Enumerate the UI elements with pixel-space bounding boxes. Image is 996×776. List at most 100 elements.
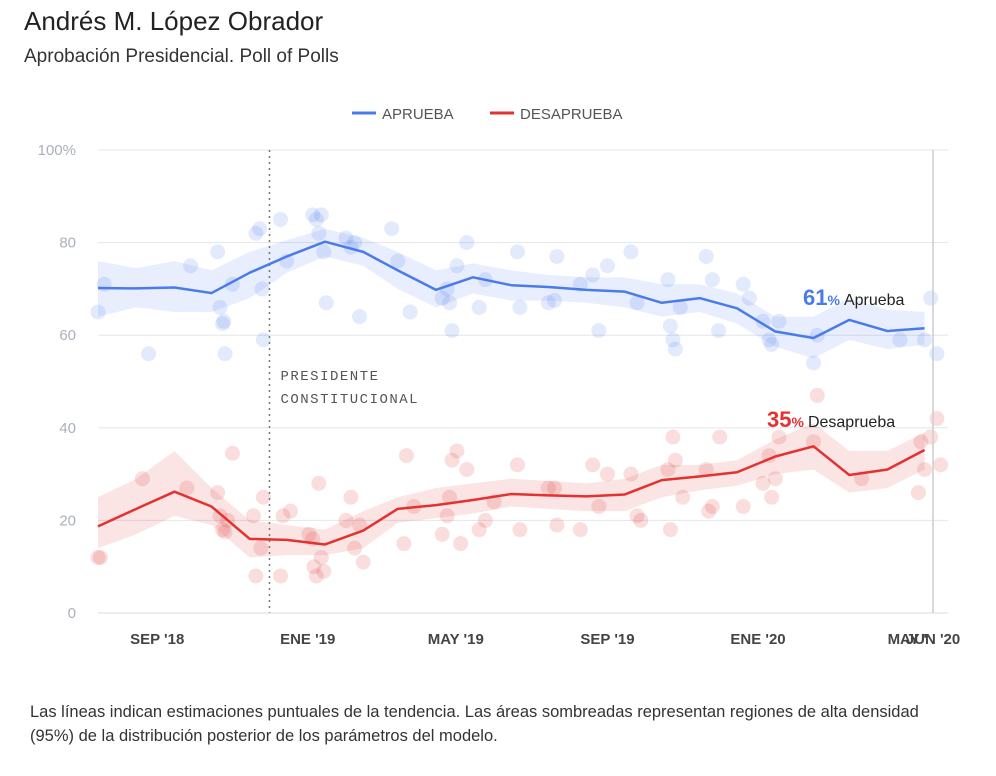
poll-point-desaprueba (509, 457, 525, 473)
poll-point-aprueba (540, 295, 556, 311)
poll-point-desaprueba (701, 503, 717, 519)
poll-point-desaprueba (275, 508, 291, 524)
poll-point-aprueba (313, 207, 329, 223)
poll-point-desaprueba (704, 499, 720, 515)
poll-point-aprueba (96, 276, 112, 292)
poll-point-aprueba (585, 267, 601, 283)
poll-point-aprueba (141, 346, 157, 362)
legend: APRUEBA DESAPRUEBA (352, 106, 623, 123)
poll-point-aprueba (347, 235, 363, 251)
band-aprueba (98, 228, 925, 359)
poll-point-desaprueba (355, 554, 371, 570)
poll-point-desaprueba (442, 489, 458, 505)
poll-point-desaprueba (273, 568, 289, 584)
poll-point-aprueba (215, 316, 231, 332)
legend-label-aprueba: APRUEBA (382, 106, 454, 123)
y-tick-label: 0 (68, 605, 76, 622)
x-tick-label: MAY ' (888, 631, 927, 648)
chart-title: Andrés M. López Obrador (24, 6, 324, 36)
x-tick-label: JUN '20 (906, 631, 960, 648)
end-label-desaprueba: 35% Desaprueba (767, 407, 895, 432)
poll-point-aprueba (402, 304, 418, 320)
poll-point-desaprueba (549, 517, 565, 533)
poll-point-aprueba (623, 244, 639, 260)
poll-point-aprueba (183, 258, 199, 274)
poll-point-aprueba (343, 239, 359, 255)
poll-point-desaprueba (398, 448, 414, 464)
poll-point-desaprueba (308, 568, 324, 584)
poll-point-desaprueba (929, 411, 945, 427)
poll-point-desaprueba (913, 434, 929, 450)
poll-point-aprueba (929, 346, 945, 362)
end-labels: 61% Aprueba 35% Desaprueba (767, 285, 905, 432)
poll-point-aprueba (471, 299, 487, 315)
legend-label-desaprueba: DESAPRUEBA (520, 106, 623, 123)
poll-point-desaprueba (767, 471, 783, 487)
x-tick-label: SEP '19 (580, 631, 634, 648)
poll-point-desaprueba (806, 434, 822, 450)
poll-point-desaprueba (712, 429, 728, 445)
poll-points (90, 207, 949, 584)
chart-subtitle: Aprobación Presidencial. Poll of Polls (24, 46, 339, 67)
poll-point-desaprueba (471, 522, 487, 538)
poll-point-desaprueba (92, 549, 108, 565)
poll-point-desaprueba (311, 475, 327, 491)
poll-point-desaprueba (735, 499, 751, 515)
poll-point-aprueba (923, 290, 939, 306)
poll-point-aprueba (667, 341, 683, 357)
poll-point-aprueba (764, 336, 780, 352)
poll-point-aprueba (806, 355, 822, 371)
poll-point-aprueba (444, 323, 460, 339)
poll-point-aprueba (741, 290, 757, 306)
poll-point-aprueba (546, 292, 562, 308)
poll-point-desaprueba (623, 466, 639, 482)
poll-point-aprueba (698, 248, 714, 264)
poll-point-desaprueba (134, 471, 150, 487)
approval-chart: APRUEBA DESAPRUEBA 0 20 40 60 80 100% PRESIDEN… (38, 106, 961, 648)
poll-point-desaprueba (933, 457, 949, 473)
footnote: Las líneas indican estimaciones puntuale… (30, 703, 919, 745)
poll-point-desaprueba (90, 549, 106, 565)
poll-point-aprueba (434, 290, 450, 306)
x-tick-label: SEP '18 (130, 631, 184, 648)
poll-point-desaprueba (546, 480, 562, 496)
poll-point-desaprueba (444, 452, 460, 468)
poll-point-desaprueba (665, 429, 681, 445)
poll-point-aprueba (338, 230, 354, 246)
poll-point-aprueba (308, 211, 324, 227)
poll-point-desaprueba (449, 443, 465, 459)
y-tick-label: 20 (59, 512, 76, 529)
poll-point-desaprueba (764, 489, 780, 505)
band-desaprueba (98, 423, 925, 558)
confidence-bands (98, 228, 925, 558)
poll-point-aprueba (629, 295, 645, 311)
poll-point-desaprueba (352, 517, 368, 533)
trend-line-aprueba (97, 240, 925, 340)
poll-point-aprueba (509, 244, 525, 260)
poll-point-aprueba (771, 313, 787, 329)
poll-point-aprueba (217, 346, 233, 362)
poll-point-aprueba (662, 318, 678, 334)
poll-point-desaprueba (477, 512, 493, 528)
poll-point-desaprueba (245, 508, 261, 524)
poll-point-desaprueba (771, 429, 787, 445)
poll-point-desaprueba (316, 563, 332, 579)
x-tick-label: ENE '20 (730, 631, 785, 648)
y-tick-label: 60 (59, 327, 76, 344)
annotation-presidente-constitucional: PRESIDENTE CONSTITUCIONAL (268, 150, 418, 613)
poll-point-desaprueba (434, 526, 450, 542)
poll-point-desaprueba (301, 526, 317, 542)
poll-point-desaprueba (923, 429, 939, 445)
poll-point-aprueba (318, 295, 334, 311)
poll-point-aprueba (305, 207, 321, 223)
poll-point-desaprueba (248, 568, 264, 584)
poll-point-aprueba (660, 272, 676, 288)
poll-point-aprueba (711, 323, 727, 339)
poll-point-aprueba (600, 258, 616, 274)
poll-point-aprueba (549, 248, 565, 264)
poll-point-desaprueba (282, 503, 298, 519)
poll-point-desaprueba (512, 522, 528, 538)
poll-point-desaprueba (633, 512, 649, 528)
poll-point-aprueba (212, 299, 228, 315)
poll-point-aprueba (591, 323, 607, 339)
